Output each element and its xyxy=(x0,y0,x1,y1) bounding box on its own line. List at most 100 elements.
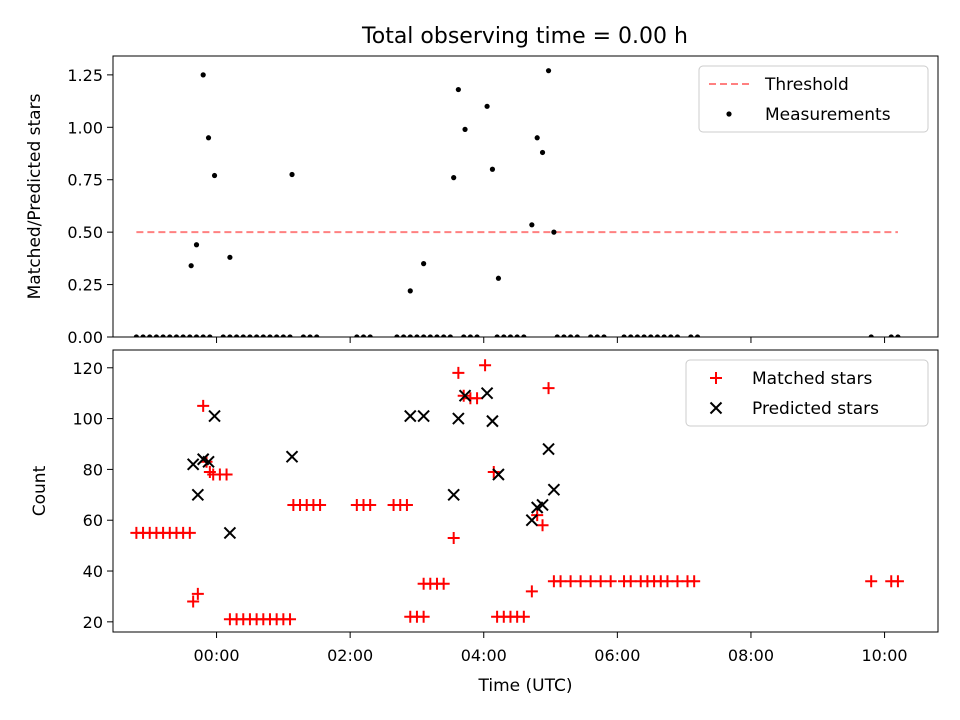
y-tick-label: 0.75 xyxy=(67,171,103,190)
measurement-point xyxy=(447,334,453,337)
y-axis-label: Matched/Predicted stars xyxy=(25,93,45,299)
measurement-point xyxy=(267,334,273,337)
measurement-point xyxy=(594,334,600,337)
measurement-point xyxy=(539,149,546,156)
measurement-point xyxy=(451,175,457,181)
matched-star-point xyxy=(187,595,200,608)
measurement-point xyxy=(220,334,226,337)
matched-star-point xyxy=(564,575,577,588)
matched-star-point xyxy=(584,575,597,588)
measurement-point xyxy=(160,334,166,337)
legend-label: Threshold xyxy=(764,75,849,95)
x-tick-label: 10:00 xyxy=(862,646,908,665)
matched-star-point xyxy=(471,392,484,405)
x-tick-label: 08:00 xyxy=(728,646,774,665)
measurement-point xyxy=(507,334,514,337)
measurement-point xyxy=(314,334,320,337)
measurement-point xyxy=(180,334,186,337)
matched-star-point xyxy=(525,585,538,598)
y-tick-label: 0.00 xyxy=(67,328,103,347)
measurement-point xyxy=(534,135,540,141)
measurement-point xyxy=(187,334,193,337)
measurement-point xyxy=(407,334,413,337)
y-tick-label: 80 xyxy=(83,460,103,479)
y-tick-label: 100 xyxy=(72,410,103,429)
predicted-star-point xyxy=(191,488,205,502)
measurement-point xyxy=(634,334,640,337)
predicted-star-point xyxy=(525,514,539,527)
y-tick-label: 60 xyxy=(83,511,103,530)
predicted-star-point xyxy=(186,458,200,471)
y-axis-label: Count xyxy=(30,465,50,516)
measurement-point xyxy=(601,334,607,337)
axes-frame xyxy=(112,55,939,338)
measurement-point xyxy=(441,334,447,337)
measurement-point xyxy=(153,334,160,337)
measurement-point xyxy=(407,288,413,294)
measurement-point xyxy=(240,334,246,337)
predicted-star-point xyxy=(208,409,221,423)
legend-measurement-swatch xyxy=(726,111,732,117)
matched-star-point xyxy=(479,359,492,372)
measurement-point xyxy=(668,334,674,337)
plot-area xyxy=(130,359,904,626)
measurement-point xyxy=(367,334,373,337)
measurement-point xyxy=(233,334,240,337)
measurement-point xyxy=(641,334,647,337)
measurement-point xyxy=(895,334,901,337)
predicted-star-point xyxy=(480,386,494,400)
predicted-star-point xyxy=(417,409,430,423)
ratio-panel: 0.00 0.25 0.50 0.75 1.00 1.25 Matched/Predicte… xyxy=(25,55,939,347)
measurement-point xyxy=(484,103,490,109)
matched-star-point xyxy=(661,575,674,588)
measurement-point xyxy=(474,334,480,337)
predicted-star-point xyxy=(452,412,465,425)
predicted-star-point xyxy=(223,526,237,540)
measurement-point xyxy=(280,334,286,337)
measurement-point xyxy=(289,171,295,178)
measurement-point xyxy=(521,334,527,337)
measurement-point xyxy=(287,334,293,337)
measurement-point xyxy=(545,68,552,74)
measurement-point xyxy=(354,334,360,337)
measurement-point xyxy=(211,172,218,179)
measurement-point xyxy=(529,222,535,228)
measurement-point xyxy=(200,72,206,78)
measurement-point xyxy=(455,86,461,93)
legend-box xyxy=(685,359,929,427)
measurement-point xyxy=(654,334,661,337)
count-panel: 20 40 60 80 100 120 00:00 02:00 04:00 06:00 08:00 1… xyxy=(30,349,939,696)
measurement-point xyxy=(207,334,213,337)
matched-star-point xyxy=(542,382,555,395)
y-tick-label: 0.50 xyxy=(67,223,103,242)
measurement-point xyxy=(434,334,440,337)
axes-frame xyxy=(112,349,939,633)
x-tick-label: 00:00 xyxy=(193,646,239,665)
predicted-star-point xyxy=(285,450,299,463)
measurement-point xyxy=(495,275,502,281)
measurement-point xyxy=(254,334,260,337)
measurement-point xyxy=(200,334,206,337)
matched-star-point xyxy=(688,575,701,588)
matched-star-point xyxy=(197,399,210,412)
measurement-point xyxy=(300,334,306,337)
measurement-point xyxy=(888,334,894,337)
matched-star-point xyxy=(517,610,530,623)
predicted-star-point xyxy=(492,468,505,481)
measurement-point xyxy=(661,334,667,337)
measurement-point xyxy=(567,334,574,337)
measurement-point xyxy=(193,242,200,248)
x-axis-label: Time (UTC) xyxy=(478,676,573,696)
measurement-point xyxy=(868,334,874,337)
matched-star-point xyxy=(594,575,607,588)
matched-star-point xyxy=(574,575,587,588)
legend: Matched stars Predicted stars xyxy=(685,359,929,427)
measurement-point xyxy=(147,334,153,337)
measurement-point xyxy=(551,229,557,235)
matched-star-point xyxy=(624,575,637,588)
measurement-point xyxy=(421,261,427,267)
y-tick-label: 20 xyxy=(83,613,103,632)
legend-predicted-swatch xyxy=(709,401,723,415)
measurement-point xyxy=(173,334,180,337)
measurement-point xyxy=(489,166,496,172)
